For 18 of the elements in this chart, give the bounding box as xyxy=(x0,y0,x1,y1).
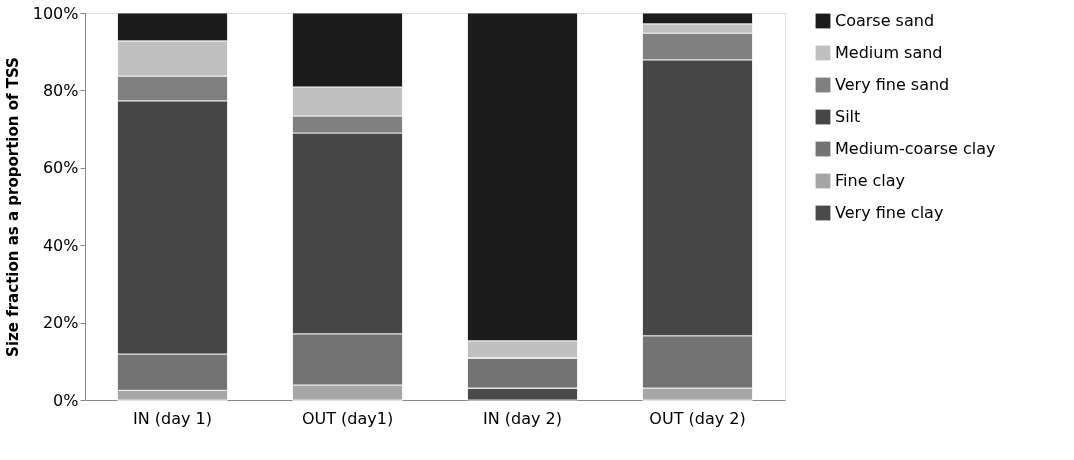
y-axis-title: Size fraction as a proportion of TSS xyxy=(3,57,22,357)
y-tick-label: 40% xyxy=(42,235,79,255)
x-tick-label: IN (day 1) xyxy=(133,408,212,428)
x-tick-label: OUT (day 2) xyxy=(649,408,746,428)
legend-label: Medium-coarse clay xyxy=(835,139,996,158)
legend-label: Very fine sand xyxy=(835,75,950,94)
legend-label: Fine clay xyxy=(835,171,906,190)
y-tick-label: 100% xyxy=(32,3,79,23)
y-tick-label: 20% xyxy=(42,313,79,333)
x-tick-label: IN (day 2) xyxy=(483,408,562,428)
legend-label: Very fine clay xyxy=(835,203,944,222)
x-tick-label: OUT (day1) xyxy=(301,408,394,428)
legend-label: Coarse sand xyxy=(835,11,935,30)
y-tick-label: 0% xyxy=(53,390,79,410)
y-tick-label: 80% xyxy=(42,80,79,100)
legend-label: Silt xyxy=(835,107,861,126)
legend-label: Medium sand xyxy=(835,43,943,62)
y-tick-label: 60% xyxy=(42,158,79,178)
